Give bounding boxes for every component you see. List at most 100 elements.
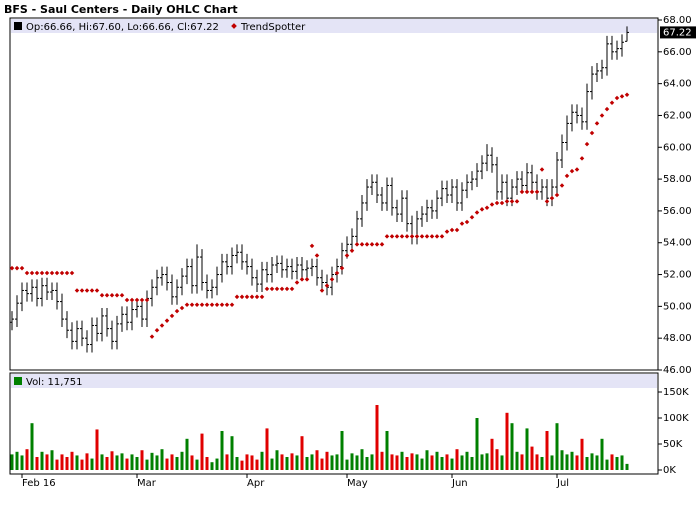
- volume-bar: [15, 451, 19, 470]
- volume-bar: [400, 451, 404, 470]
- volume-bar: [85, 453, 89, 470]
- trend-dot: [294, 280, 300, 285]
- trend-dot: [329, 277, 335, 282]
- volume-bar: [175, 457, 179, 470]
- volume-bar: [595, 455, 599, 470]
- volume-bar: [230, 436, 234, 470]
- chart-title: BFS - Saul Centers - Daily OHLC Chart: [4, 3, 238, 16]
- volume-bar: [170, 454, 174, 470]
- volume-bar: [490, 438, 494, 470]
- trend-dot: [469, 215, 475, 220]
- volume-bar: [165, 458, 169, 470]
- trend-dot: [344, 253, 350, 258]
- volume-bar: [610, 454, 614, 470]
- volume-bar: [540, 457, 544, 470]
- volume-bar: [330, 455, 334, 470]
- trend-dot: [224, 302, 230, 308]
- trend-dot: [419, 234, 425, 239]
- volume-bar: [195, 459, 199, 470]
- volume-bar: [495, 449, 499, 470]
- trend-dot: [229, 302, 235, 308]
- volume-bar: [380, 451, 384, 470]
- trend-dot: [299, 277, 305, 282]
- volume-bar: [35, 457, 39, 470]
- trend-dot: [339, 265, 345, 271]
- trend-dot: [134, 297, 140, 303]
- x-tick-label: Feb 16: [22, 478, 56, 489]
- volume-bar: [90, 458, 94, 470]
- volume-bar: [335, 454, 339, 470]
- trend-dot: [209, 302, 215, 308]
- y-tick-label: 54.00: [663, 238, 692, 249]
- volume-bar: [250, 455, 254, 470]
- volume-tick-label: 150K: [663, 387, 689, 398]
- trend-dot: [509, 199, 515, 204]
- volume-bar: [105, 457, 109, 470]
- trend-dot: [409, 234, 415, 239]
- y-tick-label: 68.00: [663, 15, 692, 26]
- volume-bar: [65, 457, 69, 470]
- volume-bar: [325, 451, 329, 470]
- x-tick-label: Apr: [247, 478, 265, 489]
- y-tick-label: 48.00: [663, 333, 692, 344]
- volume-bar: [510, 423, 514, 470]
- trend-dot: [369, 242, 375, 247]
- volume-bar: [620, 455, 624, 470]
- volume-bar: [305, 457, 309, 470]
- volume-bar: [350, 453, 354, 470]
- trend-dot: [334, 270, 340, 276]
- volume-bar: [10, 454, 14, 470]
- volume-bar: [310, 454, 314, 470]
- volume-bar: [465, 451, 469, 470]
- y-tick-label: 64.00: [663, 79, 692, 90]
- volume-bar: [130, 454, 134, 470]
- volume-bar: [180, 451, 184, 470]
- trend-dot: [184, 302, 190, 308]
- volume-bar: [475, 418, 479, 470]
- trend-dot: [479, 207, 485, 212]
- volume-bar: [100, 454, 104, 470]
- volume-bar: [425, 450, 429, 470]
- volume-bar: [455, 449, 459, 470]
- trend-dot: [174, 308, 180, 314]
- volume-bar: [185, 438, 189, 470]
- volume-bar: [270, 458, 274, 470]
- x-tick-label: Jul: [556, 478, 569, 489]
- trend-dot: [239, 294, 245, 300]
- trend-dot: [304, 277, 310, 282]
- trend-dot: [234, 294, 240, 300]
- y-tick-label: 52.00: [663, 270, 692, 281]
- trend-dot: [289, 286, 295, 292]
- volume-bar: [600, 438, 604, 470]
- volume-bar: [295, 455, 299, 470]
- volume-bar: [255, 459, 259, 470]
- volume-bar: [410, 453, 414, 470]
- volume-bar: [570, 451, 574, 470]
- volume-bar: [135, 457, 139, 470]
- volume-bar: [435, 451, 439, 470]
- volume-bar: [315, 450, 319, 470]
- trend-legend: TrendSpotter: [240, 22, 306, 33]
- volume-bar: [505, 412, 509, 470]
- trend-dot: [264, 286, 270, 292]
- volume-bar: [155, 455, 159, 470]
- trend-dot: [144, 297, 150, 303]
- x-tick-label: May: [347, 478, 368, 489]
- last-price-label: 67.22: [663, 27, 692, 38]
- trend-dot: [384, 234, 390, 239]
- volume-bar: [480, 454, 484, 470]
- ohlc-legend-swatch: [14, 22, 22, 30]
- trend-dot: [389, 234, 395, 239]
- trend-dot: [399, 234, 405, 239]
- trend-legend-swatch: [231, 23, 237, 29]
- volume-bar: [95, 429, 99, 470]
- volume-bar: [385, 431, 389, 470]
- y-tick-label: 50.00: [663, 301, 692, 312]
- trend-dot: [129, 297, 135, 303]
- volume-bar: [40, 451, 44, 470]
- volume-bar: [190, 455, 194, 470]
- y-tick-label: 46.00: [663, 365, 692, 376]
- volume-bar: [440, 457, 444, 470]
- trend-dot: [319, 288, 325, 293]
